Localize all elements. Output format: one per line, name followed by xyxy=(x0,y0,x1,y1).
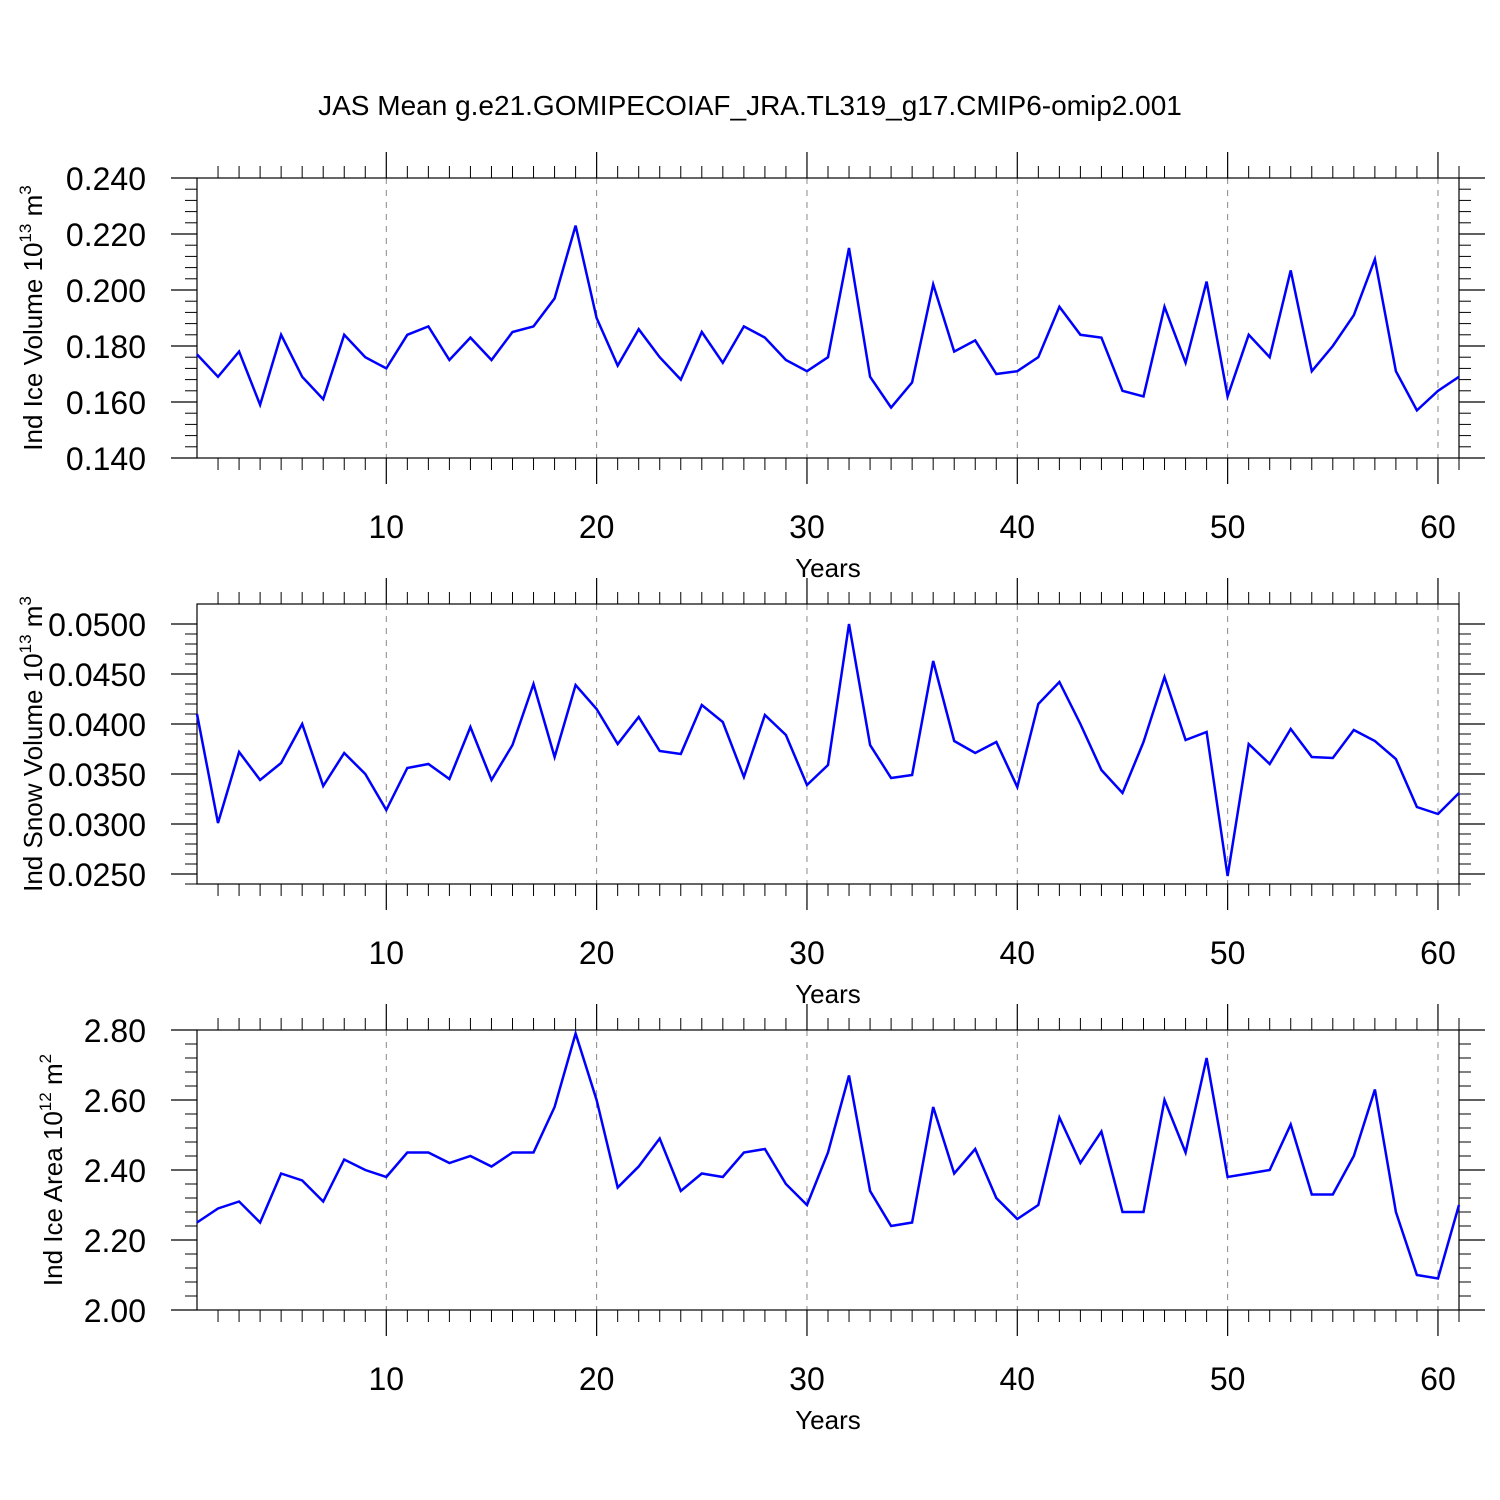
x-axis-label: Years xyxy=(795,1405,861,1435)
x-tick-label: 30 xyxy=(789,1361,825,1397)
x-axis-label: Years xyxy=(795,553,861,583)
x-tick-label: 50 xyxy=(1210,509,1246,545)
x-tick-label: 60 xyxy=(1420,935,1456,971)
y-tick-label: 0.0450 xyxy=(48,657,146,693)
y-tick-label: 0.0500 xyxy=(48,607,146,643)
x-tick-label: 50 xyxy=(1210,935,1246,971)
x-axis-label: Years xyxy=(795,979,861,1009)
x-tick-label: 50 xyxy=(1210,1361,1246,1397)
chart-panel-1: 10 20 30 40 50 60 Years 0.140 0.160 0.180 0.200 0.2… xyxy=(16,152,1485,583)
y-tick-label: 0.0250 xyxy=(48,857,146,893)
x-tick-label: 10 xyxy=(369,509,405,545)
x-tick-label: 20 xyxy=(579,509,615,545)
x-tick-label: 10 xyxy=(369,935,405,971)
y-axis-label: Ind Ice Area 1012 m2 xyxy=(36,1054,68,1286)
x-tick-label: 40 xyxy=(1000,935,1036,971)
series-line xyxy=(196,1029,1461,1280)
y-tick-label: 0.200 xyxy=(66,273,146,309)
y-axis-label: Ind Ice Volume 1013 m3 xyxy=(16,185,48,450)
x-tick-label: 30 xyxy=(789,509,825,545)
y-tick-label: 2.20 xyxy=(84,1223,146,1259)
x-tick-label: 40 xyxy=(1000,1361,1036,1397)
y-tick-label: 0.240 xyxy=(66,161,146,197)
x-tick-label: 40 xyxy=(1000,509,1036,545)
y-axis-label: Ind Snow Volume 1013 m3 xyxy=(16,596,48,892)
y-tick-label: 0.220 xyxy=(66,217,146,253)
x-tick-label: 20 xyxy=(579,1361,615,1397)
y-tick-label: 2.00 xyxy=(84,1293,146,1329)
series-line xyxy=(195,623,1460,877)
x-tick-label: 60 xyxy=(1420,509,1456,545)
y-tick-label: 2.40 xyxy=(84,1153,146,1189)
x-tick-label: 30 xyxy=(789,935,825,971)
x-tick-label: 10 xyxy=(369,1361,405,1397)
chart-panel-3: 10 20 30 40 50 60 Years 2.00 2.20 2.40 2.60 2.80 Ind… xyxy=(36,1004,1485,1435)
chart-title: JAS Mean g.e21.GOMIPECOIAF_JRA.TL319_g17… xyxy=(318,90,1182,121)
y-tick-label: 2.60 xyxy=(84,1083,146,1119)
series-line xyxy=(196,225,1460,413)
y-tick-label: 0.140 xyxy=(66,441,146,477)
x-tick-label: 60 xyxy=(1420,1361,1456,1397)
y-tick-label: 0.160 xyxy=(66,385,146,421)
y-tick-label: 0.0300 xyxy=(48,807,146,843)
chart-panel-2: 10 20 30 40 50 60 Years 0.0250 0.0300 0.0350 0.040… xyxy=(16,578,1485,1009)
y-tick-label: 2.80 xyxy=(84,1013,146,1049)
x-tick-label: 20 xyxy=(579,935,615,971)
y-tick-label: 0.0400 xyxy=(48,707,146,743)
y-tick-label: 0.0350 xyxy=(48,757,146,793)
y-tick-label: 0.180 xyxy=(66,329,146,365)
